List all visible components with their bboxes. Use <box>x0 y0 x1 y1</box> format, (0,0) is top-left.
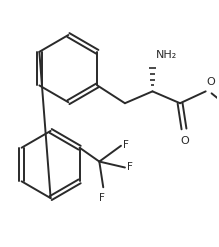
Text: F: F <box>99 193 105 203</box>
Text: F: F <box>127 163 133 172</box>
Text: O: O <box>207 77 215 87</box>
Text: F: F <box>123 140 129 150</box>
Text: NH₂: NH₂ <box>155 50 177 60</box>
Text: O: O <box>181 136 189 146</box>
